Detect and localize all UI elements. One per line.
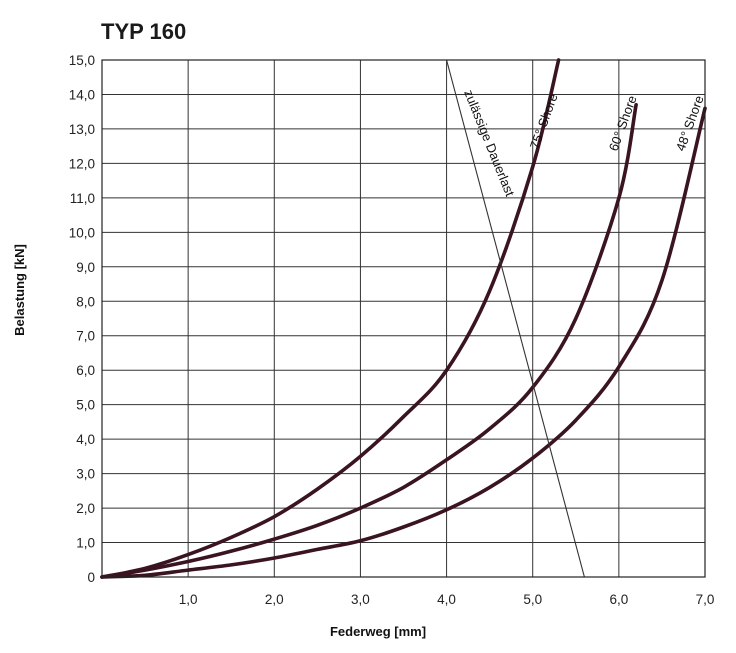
x-tick-label: 4,0 [437,592,456,607]
y-tick-label: 6,0 [76,363,95,378]
x-axis-label: Federweg [mm] [330,624,426,639]
curves [100,58,707,579]
y-tick-label: 10,0 [69,225,95,240]
x-tick-label: 7,0 [696,592,715,607]
y-tick-label: 3,0 [76,467,95,482]
y-tick-label: 4,0 [76,432,95,447]
y-tick-label: 14,0 [69,87,95,102]
x-tick-label: 5,0 [523,592,542,607]
curve-label-75-shore: 75° Shore [527,91,561,151]
y-tick-label: 13,0 [69,122,95,137]
y-tick-label: 7,0 [76,329,95,344]
grid [102,60,705,577]
x-tick-labels: 1,0 2,0 3,0 4,0 5,0 6,0 7,0 [179,592,715,607]
y-tick-label: 15,0 [69,53,95,68]
y-tick-labels: 0 1,0 2,0 3,0 4,0 5,0 6,0 7,0 8,0 9,0 10,0 11,0 12,0… [69,53,95,585]
x-tick-label: 1,0 [179,592,198,607]
x-tick-label: 6,0 [609,592,628,607]
x-tick-label: 2,0 [265,592,284,607]
y-tick-label: 12,0 [69,156,95,171]
curve-zulaessige-dauerlast [446,59,585,578]
y-tick-label: 5,0 [76,398,95,413]
chart-title: TYP 160 [101,19,186,44]
x-tick-label: 3,0 [351,592,370,607]
curve-60-shore [100,103,638,579]
y-tick-label: 2,0 [76,501,95,516]
y-tick-label: 9,0 [76,260,95,275]
curve-75-shore [100,58,561,579]
curve-48-shore [100,106,707,579]
y-tick-label: 0 [87,570,95,585]
plot-frame [101,59,706,578]
y-tick-label: 11,0 [70,191,95,206]
y-axis-label: Belastung [kN] [12,244,27,336]
y-tick-label: 1,0 [76,536,95,551]
curve-label-dauerlast: zulässige Dauerlast [461,88,518,199]
y-tick-label: 8,0 [76,294,95,309]
